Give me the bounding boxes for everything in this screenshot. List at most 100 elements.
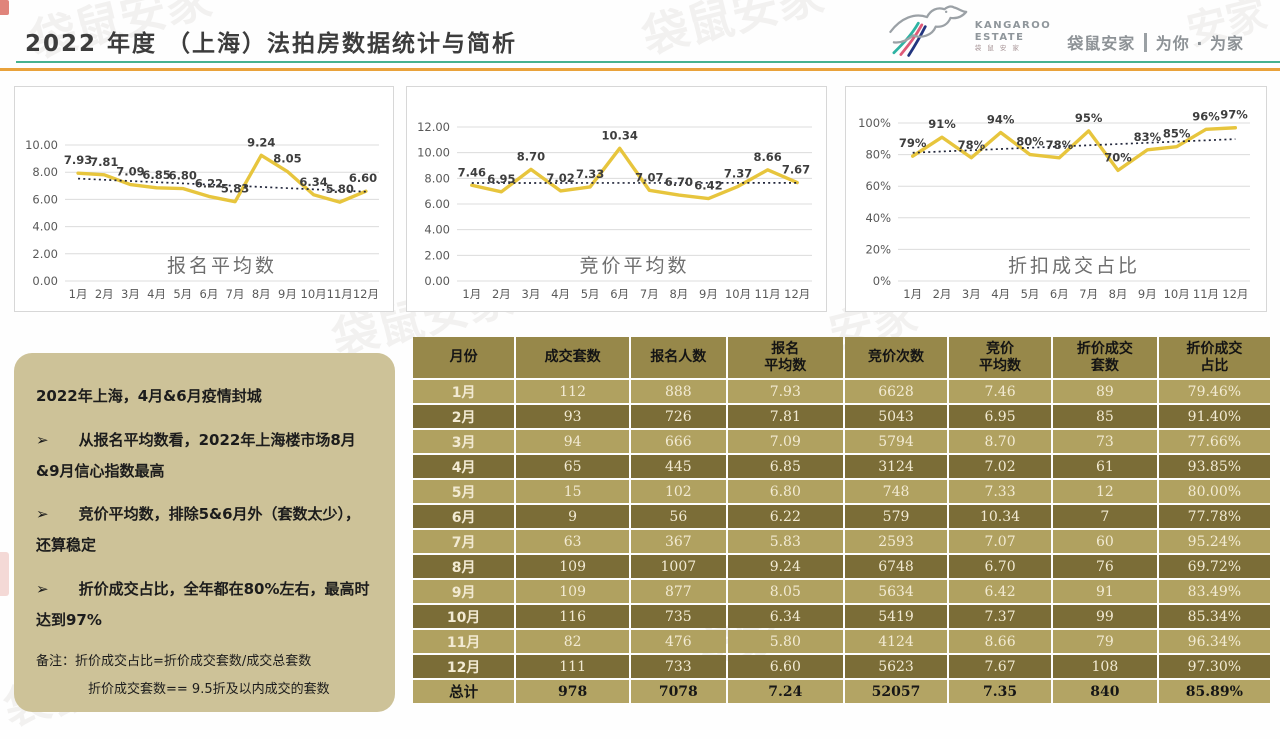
table-cell: 840 [1053, 680, 1157, 703]
y-tick-label: 0.00 [424, 274, 450, 288]
table-cell: 97.30% [1159, 655, 1270, 678]
table-cell: 5634 [845, 580, 947, 603]
page-title: 2022 年度 （上海）法拍房数据统计与简析 [25, 24, 517, 58]
data-label: 7.02 [546, 171, 574, 185]
table-cell: 6.70 [949, 555, 1051, 578]
table-cell: 15 [516, 480, 629, 503]
table-cell: 5419 [845, 605, 947, 628]
table-cell: 99 [1053, 605, 1157, 628]
table-header-cell: 竞价次数 [845, 337, 947, 378]
table-header-cell: 报名人数 [631, 337, 725, 378]
table-cell: 1007 [631, 555, 725, 578]
x-tick-label: 2月 [492, 287, 511, 301]
table-cell: 4月 [413, 455, 514, 478]
y-tick-label: 0.00 [32, 274, 58, 288]
table-cell: 93.85% [1159, 455, 1270, 478]
table-cell: 56 [631, 505, 725, 528]
table-cell: 666 [631, 430, 725, 453]
table-cell: 12月 [413, 655, 514, 678]
table-cell: 7.24 [728, 680, 843, 703]
table-cell: 83.49% [1159, 580, 1270, 603]
x-tick-label: 10月 [725, 287, 751, 301]
y-tick-label: 12.00 [417, 120, 450, 134]
table-cell: 6748 [845, 555, 947, 578]
x-tick-label: 6月 [610, 287, 629, 301]
table-cell: 95.24% [1159, 530, 1270, 553]
x-tick-label: 11月 [755, 287, 781, 301]
table-cell: 7.09 [728, 430, 843, 453]
note-intro: 2022年上海，4月&6月疫情封城 [36, 381, 375, 412]
table-cell: 3月 [413, 430, 514, 453]
table-cell: 5794 [845, 430, 947, 453]
note-bullet-3-text: 折价成交占比，全年都在80%左右，最高时达到97% [36, 580, 369, 629]
red-watermark-fragment [0, 0, 9, 15]
table-cell: 77.66% [1159, 430, 1270, 453]
table-cell: 476 [631, 630, 725, 653]
x-tick-label: 5月 [173, 287, 192, 301]
x-tick-label: 7月 [1079, 287, 1098, 301]
y-tick-label: 4.00 [424, 223, 450, 237]
table-cell: 63 [516, 530, 629, 553]
table-cell: 85.89% [1159, 680, 1270, 703]
table-cell: 5.83 [728, 530, 843, 553]
table-cell: 7 [1053, 505, 1157, 528]
y-tick-label: 0% [873, 274, 891, 288]
brand-cn-small: 袋 鼠 安 家 [975, 45, 1052, 52]
table-cell: 61 [1053, 455, 1157, 478]
table-cell: 9月 [413, 580, 514, 603]
y-tick-label: 2.00 [424, 248, 450, 262]
table-cell: 7.93 [728, 380, 843, 403]
table-cell: 2593 [845, 530, 947, 553]
y-tick-label: 10.00 [25, 138, 58, 152]
x-tick-label: 5月 [581, 287, 600, 301]
table-cell: 7.37 [949, 605, 1051, 628]
y-tick-label: 60% [865, 179, 891, 193]
table-cell: 6月 [413, 505, 514, 528]
table-cell: 93 [516, 405, 629, 428]
table-cell: 5043 [845, 405, 947, 428]
table-cell: 60 [1053, 530, 1157, 553]
data-label: 9.24 [247, 135, 275, 149]
y-tick-label: 40% [865, 211, 891, 225]
data-label: 7.67 [782, 163, 810, 177]
table-cell: 73 [1053, 430, 1157, 453]
y-tick-label: 6.00 [424, 197, 450, 211]
y-tick-label: 10.00 [417, 146, 450, 160]
table-cell: 89 [1053, 380, 1157, 403]
table-cell: 5月 [413, 480, 514, 503]
y-tick-label: 8.00 [32, 165, 58, 179]
table-cell: 579 [845, 505, 947, 528]
data-label: 6.34 [299, 175, 327, 189]
brand-en-2: ESTATE [975, 32, 1052, 44]
analysis-note-box: 2022年上海，4月&6月疫情封城 ➢从报名平均数看，2022年上海楼市场8月&… [14, 353, 395, 712]
table-header-cell: 竞价 平均数 [949, 337, 1051, 378]
table-cell: 726 [631, 405, 725, 428]
note-bullet-1-text: 从报名平均数看，2022年上海楼市场8月&9月信心指数最高 [36, 431, 356, 480]
x-tick-label: 9月 [278, 287, 297, 301]
x-tick-label: 3月 [121, 287, 140, 301]
x-tick-label: 8月 [252, 287, 271, 301]
data-table: 月份成交套数报名人数报名 平均数竞价次数竞价 平均数折价成交 套数折价成交 占比… [413, 337, 1270, 705]
table-cell: 77.78% [1159, 505, 1270, 528]
table-cell: 8月 [413, 555, 514, 578]
note-remark-2: 折价成交套数== 9.5折及以内成交的套数 [36, 676, 375, 703]
x-tick-label: 4月 [551, 287, 570, 301]
chart-title: 竞价平均数 [579, 255, 689, 277]
table-cell: 6.80 [728, 480, 843, 503]
data-label: 97% [1220, 108, 1248, 122]
x-tick-label: 4月 [147, 287, 166, 301]
y-tick-label: 8.00 [424, 171, 450, 185]
x-tick-label: 9月 [1138, 287, 1157, 301]
x-tick-label: 1月 [903, 287, 922, 301]
remark-label: 备注： [36, 654, 75, 669]
table-cell: 总计 [413, 680, 514, 703]
data-label: 78% [958, 138, 986, 152]
